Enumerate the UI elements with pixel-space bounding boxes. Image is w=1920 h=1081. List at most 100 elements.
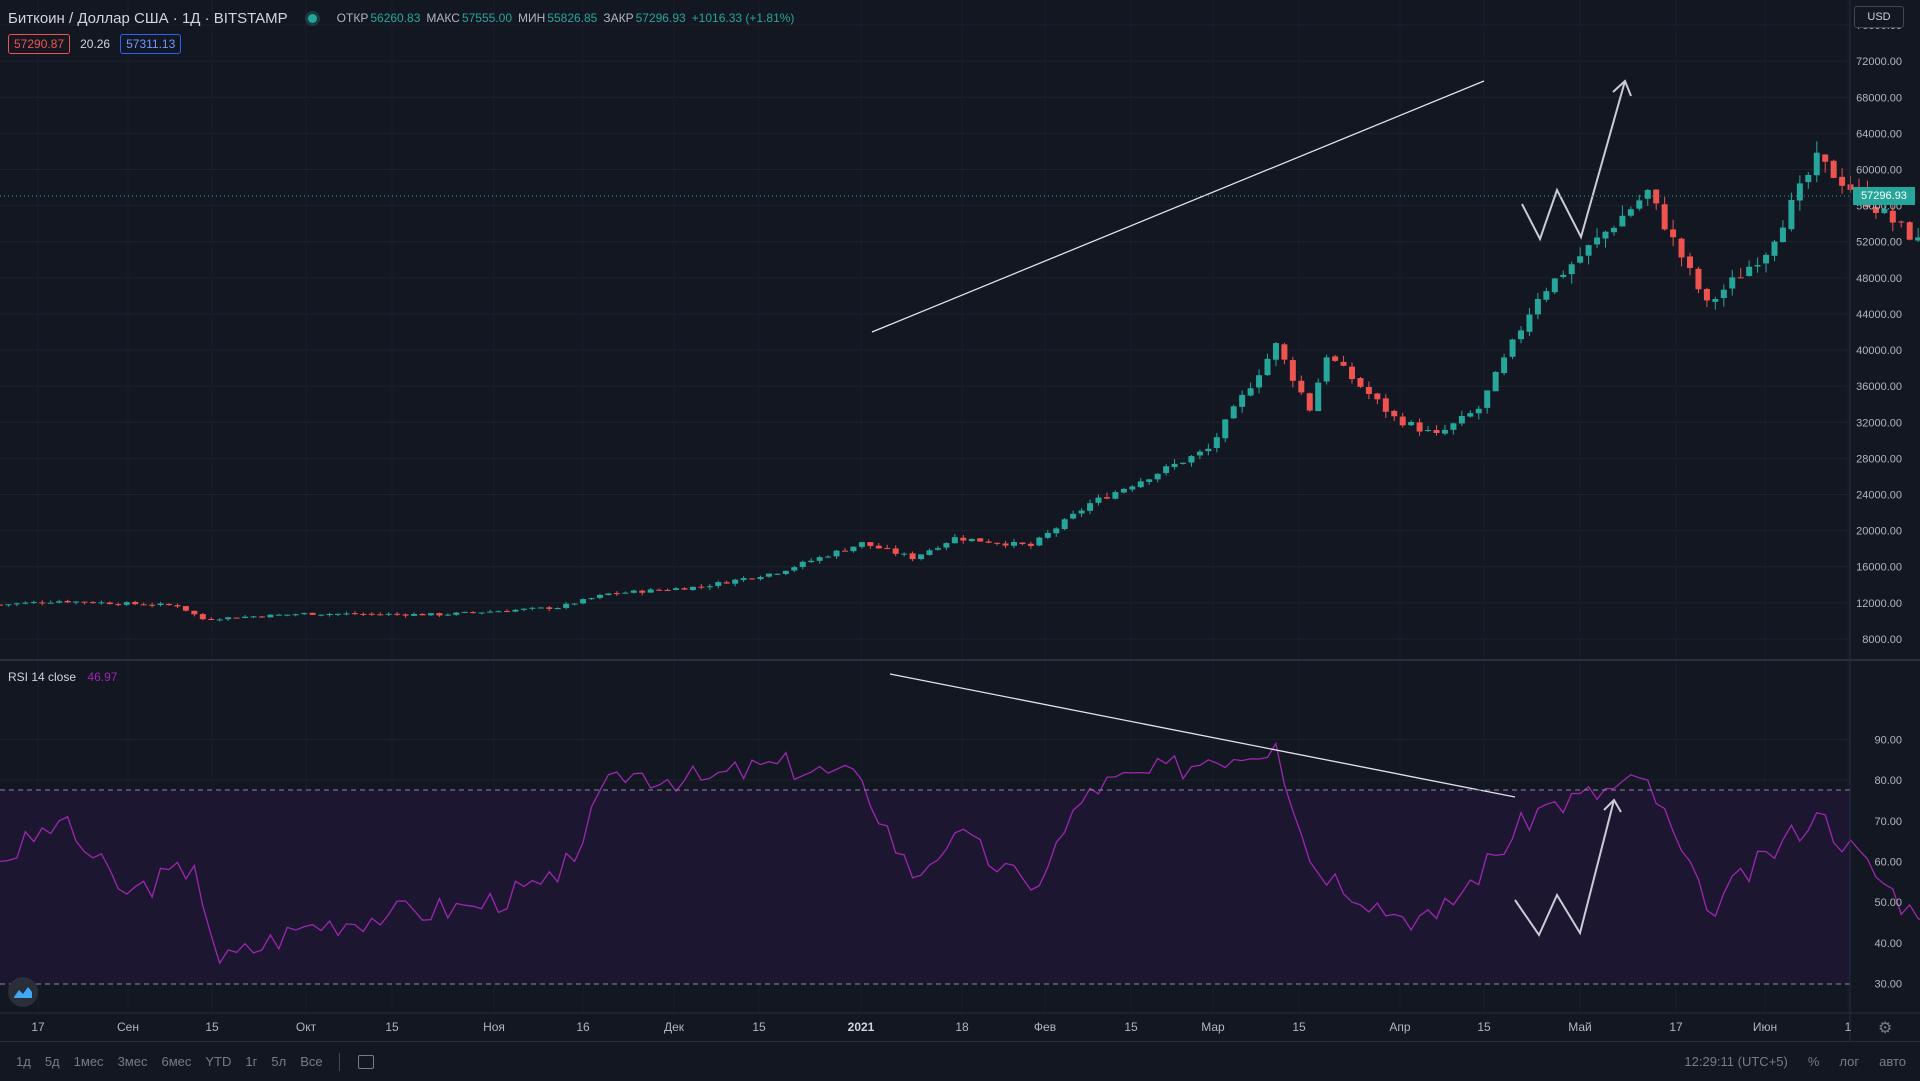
candle-body xyxy=(596,594,603,598)
candle-body xyxy=(444,614,451,616)
high-value: 57555.00 xyxy=(461,11,512,25)
range-6m-button[interactable]: 6мес xyxy=(161,1054,192,1069)
rsi-tick-label: 60.00 xyxy=(1874,857,1902,869)
candle-body xyxy=(326,614,333,616)
candle-body xyxy=(335,613,341,615)
time-tick-label: Дек xyxy=(664,1020,685,1034)
candle-body xyxy=(1061,519,1068,530)
calendar-icon[interactable] xyxy=(357,1054,374,1069)
candle-body xyxy=(478,612,485,614)
candle-body xyxy=(563,603,570,608)
candle-body xyxy=(1171,463,1178,467)
range-5d-button[interactable]: 5д xyxy=(44,1054,60,1069)
candle-body xyxy=(1687,256,1693,268)
candle-body xyxy=(951,537,958,544)
price-tick-label: 32000.00 xyxy=(1856,417,1902,429)
candle-body xyxy=(1822,154,1829,162)
open-value: 56260.83 xyxy=(370,11,421,25)
candle-body xyxy=(1323,357,1330,382)
close-label: ЗАКР xyxy=(603,11,634,25)
candle-body xyxy=(1163,466,1170,473)
candle-body xyxy=(208,619,215,621)
candle-body xyxy=(1729,277,1736,289)
candle-body xyxy=(605,593,612,596)
candle-body xyxy=(689,586,696,591)
candle-body xyxy=(858,542,865,547)
auto-toggle[interactable]: авто xyxy=(1879,1054,1906,1069)
ask-price[interactable]: 57311.13 xyxy=(120,34,182,54)
candle-body xyxy=(1501,357,1508,374)
time-tick-label: Окт xyxy=(296,1020,317,1034)
candle-body xyxy=(1754,264,1761,267)
spread-value: 20.26 xyxy=(80,37,111,51)
time-tick-label: 17 xyxy=(31,1020,45,1034)
candle-body xyxy=(791,567,798,571)
candle-body xyxy=(833,550,840,557)
percent-toggle[interactable]: % xyxy=(1807,1054,1820,1069)
candle-body xyxy=(554,608,561,610)
candle-body xyxy=(411,613,418,616)
range-5y-button[interactable]: 5л xyxy=(271,1054,287,1069)
rsi-projection-path xyxy=(1514,799,1615,938)
rsi-tick-label: 70.00 xyxy=(1874,816,1902,828)
candle-body xyxy=(1019,542,1026,545)
candle-body xyxy=(884,548,891,550)
candle-body xyxy=(292,614,299,616)
candle-body xyxy=(1011,541,1017,546)
candle-body xyxy=(1247,388,1254,396)
rsi-legend: RSI 14 close 46.97 xyxy=(8,670,117,684)
drawing-overlay xyxy=(871,79,1632,938)
candle-body xyxy=(656,589,663,591)
log-toggle[interactable]: лог xyxy=(1839,1054,1860,1069)
candle-body xyxy=(1560,274,1567,277)
candle-body xyxy=(1585,245,1592,256)
time-tick-label: 16 xyxy=(576,1020,590,1034)
candle-body xyxy=(39,602,46,604)
rsi-projection-arrowhead xyxy=(1603,798,1622,813)
candle-body xyxy=(1027,543,1034,546)
symbol-title[interactable]: Биткоин / Доллар США · 1Д · BITSTAMP xyxy=(8,9,288,27)
candle-body xyxy=(250,616,257,618)
time-tick-label: Сен xyxy=(117,1020,139,1034)
quote-row: 57290.87 20.26 57311.13 xyxy=(8,34,182,54)
candle-body xyxy=(115,604,122,606)
candle-body xyxy=(1095,497,1102,503)
candle-body xyxy=(1484,390,1491,408)
candle-body xyxy=(1213,437,1220,449)
tradingview-logo-icon[interactable] xyxy=(8,977,38,1007)
candle-body xyxy=(1543,291,1550,300)
chart-canvas[interactable]: 8000.00 12000.00 16000.00 20000.00 24000.00 2… xyxy=(0,0,1920,1041)
candle-body xyxy=(546,607,553,609)
currency-button[interactable]: USD xyxy=(1854,6,1904,28)
candle-body xyxy=(1763,254,1770,264)
range-3m-button[interactable]: 3мес xyxy=(117,1054,148,1069)
range-all-button[interactable]: Все xyxy=(300,1054,323,1069)
range-1m-button[interactable]: 1мес xyxy=(73,1054,104,1069)
candle-body xyxy=(1450,423,1457,430)
candle-body xyxy=(89,602,96,604)
candle-body xyxy=(1636,200,1643,209)
candle-body xyxy=(1661,204,1668,230)
range-ytd-button[interactable]: YTD xyxy=(205,1054,232,1069)
candle-body xyxy=(1365,387,1372,394)
candle-body xyxy=(1458,416,1465,424)
candle-body xyxy=(216,619,223,621)
price-tick-label: 36000.00 xyxy=(1856,381,1902,393)
price-tick-label: 8000.00 xyxy=(1862,634,1902,646)
rsi-label[interactable]: RSI 14 close xyxy=(8,670,77,684)
candle-body xyxy=(1906,222,1913,240)
settings-gear-icon[interactable]: ⚙ xyxy=(1878,1020,1893,1037)
bid-price[interactable]: 57290.87 xyxy=(8,34,71,54)
range-1y-button[interactable]: 1г xyxy=(245,1054,258,1069)
candle-body xyxy=(22,602,29,604)
candle-body xyxy=(1078,510,1085,514)
candle-body xyxy=(740,578,747,581)
candle-body xyxy=(1441,429,1448,434)
clock[interactable]: 12:29:11 (UTC+5) xyxy=(1684,1054,1788,1069)
low-label: МИН xyxy=(518,11,546,25)
candle-body xyxy=(613,593,620,595)
candle-body xyxy=(1695,268,1702,290)
range-1d-button[interactable]: 1д xyxy=(16,1054,31,1069)
candle-body xyxy=(13,603,20,605)
candle-body xyxy=(588,598,595,600)
